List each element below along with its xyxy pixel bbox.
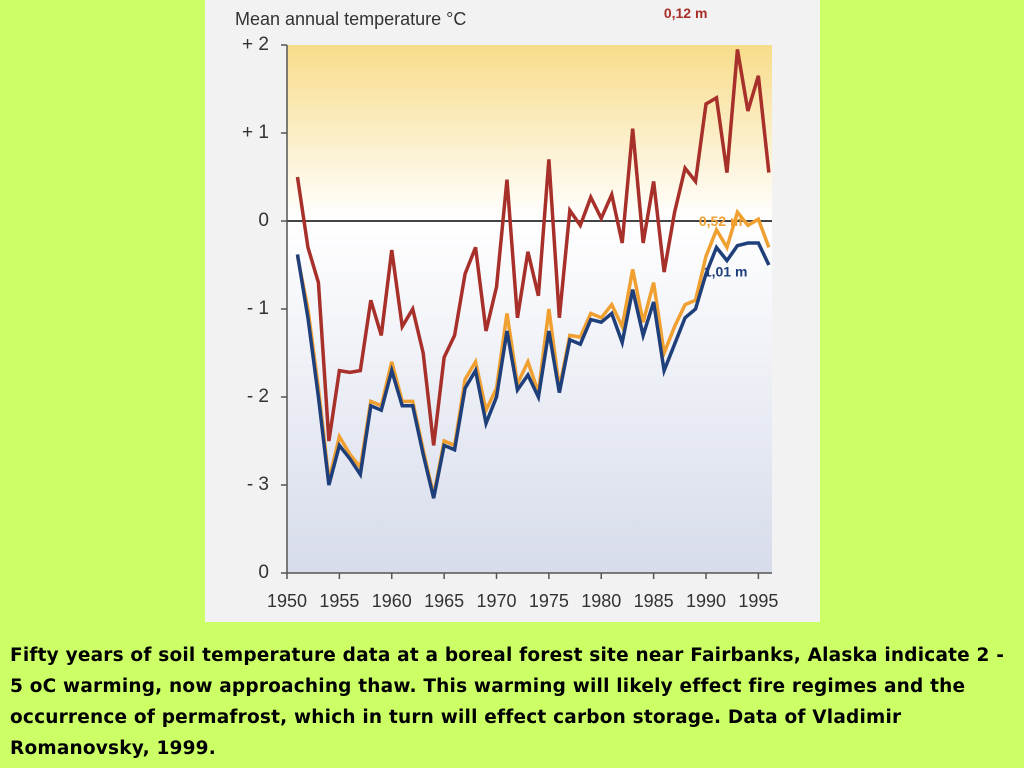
series-label: 0,12 m xyxy=(664,5,708,21)
y-tick-label: 0 xyxy=(258,562,269,583)
series-line xyxy=(295,208,771,496)
x-tick-label: 1985 xyxy=(634,591,674,611)
series-line xyxy=(295,49,771,446)
x-tick-label: 1950 xyxy=(267,591,307,611)
plot-area xyxy=(287,45,772,573)
x-tick-label: 1975 xyxy=(529,591,569,611)
y-tick-label: + 2 xyxy=(242,34,269,55)
x-tick-label: 1955 xyxy=(319,591,359,611)
y-tick-label: - 3 xyxy=(247,474,269,495)
series-line xyxy=(295,241,771,499)
x-tick-label: 1970 xyxy=(476,591,516,611)
y-tick-label: + 1 xyxy=(242,122,269,143)
y-tick-label: 0 xyxy=(258,210,269,231)
series-label: 1,01 m xyxy=(704,264,748,280)
caption: Fifty years of soil temperature data at … xyxy=(10,645,1005,759)
x-tick-label: 1960 xyxy=(372,591,412,611)
x-tick-label: 1965 xyxy=(424,591,464,611)
chart: Mean annual temperature °C + 2 + 1 0 - 1 - 2… xyxy=(205,0,820,622)
y-tick-label: - 2 xyxy=(247,386,269,407)
y-axis-title: Mean annual temperature °C xyxy=(235,9,466,29)
y-tick-label: - 1 xyxy=(247,298,269,319)
series-label: 0,52 m xyxy=(699,213,743,229)
x-tick-label: 1995 xyxy=(738,591,778,611)
x-tick-label: 1980 xyxy=(581,591,621,611)
x-tick-label: 1990 xyxy=(686,591,726,611)
